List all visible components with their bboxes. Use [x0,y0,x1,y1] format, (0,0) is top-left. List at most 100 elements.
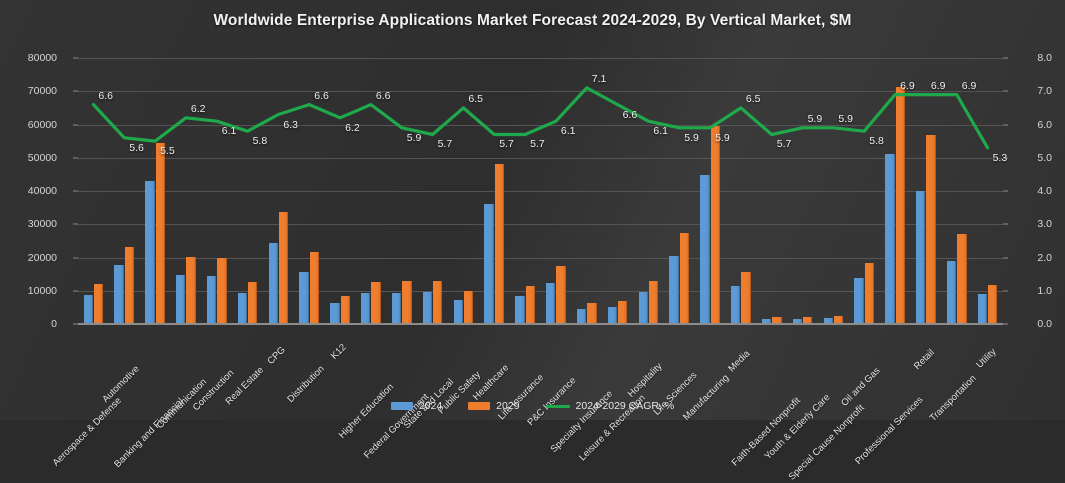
y-axis-left-tickmark [73,223,78,225]
y-axis-right-tickmark [1003,290,1008,292]
y-axis-right-tick-label: 5.0 [1037,151,1052,164]
bar-group [263,58,294,324]
bar-2029 [340,295,350,324]
gridline [78,224,1003,226]
bar-2029 [433,281,443,324]
x-axis-category-label: Transportation [927,373,979,424]
legend-item[interactable]: 2024-2029 CAGR, % [545,400,674,412]
y-axis-right-tick-label: 1.0 [1037,284,1052,297]
bar-2024 [114,264,124,324]
bar-group [695,58,726,324]
cagr-value-label: 5.7 [530,138,545,151]
gridline [78,157,1003,159]
bar-group [386,58,417,324]
y-axis-right-tickmark [1003,223,1008,225]
y-axis-right-tick-label: 7.0 [1037,85,1052,98]
bar-group [510,58,541,324]
y-axis-right-tick-label: 3.0 [1037,218,1052,231]
x-axis-category-label: Special Cause Nonprofit [786,402,868,483]
legend-line-swatch [545,404,570,408]
bar-2024 [176,275,186,324]
y-axis-right-tick-label: 4.0 [1037,185,1052,197]
y-axis-right-tick-label: 0.0 [1037,318,1052,330]
bar-2024 [330,303,340,324]
x-axis-category-label: Utility [973,346,999,371]
bar-2024 [237,293,248,324]
y-axis-right-tickmark [1003,124,1008,125]
cagr-value-label: 6.9 [900,79,915,92]
bar-2029 [371,282,381,324]
bar-2024 [823,318,833,324]
chart-title: Worldwide Enterprise Applications Market… [213,12,852,29]
cagr-value-label: 5.8 [252,135,268,148]
cagr-value-label: 6.6 [622,108,638,121]
bar-group [911,58,942,324]
cagr-value-label: 5.9 [807,112,823,125]
y-axis-left-tick-label: 60000 [27,118,57,131]
cagr-value-label: 5.3 [992,151,1008,164]
y-axis-left-tickmark [73,190,78,192]
bar-2024 [268,242,278,324]
bar-group [941,58,972,324]
cagr-value-label: 5.9 [684,131,699,144]
bar-2024 [946,260,957,324]
y-axis-right-tickmark [1003,90,1008,92]
bar-2029 [957,234,967,324]
y-axis-left-tickmark [73,157,78,159]
y-axis-left-tickmark [73,290,78,292]
bar-group [201,58,232,324]
bar-2024 [700,175,710,324]
y-axis-left-tickmark [73,257,78,258]
legend-item[interactable]: 2024 [390,400,442,412]
bar-2029 [309,252,320,324]
bar-2029 [463,291,474,324]
bar-2024 [885,154,895,324]
bar-2024 [792,318,803,324]
bar-2029 [556,265,566,324]
cagr-value-label: 6.2 [345,121,360,134]
cagr-value-label: 6.5 [745,92,761,105]
cagr-value-label: 5.9 [406,131,422,144]
bar-2029 [186,256,196,324]
bar-2024 [453,299,463,324]
bar-2029 [618,301,628,324]
bar-2024 [731,286,741,324]
cagr-value-label: 5.7 [437,138,453,151]
cagr-value-label: 6.3 [283,118,299,131]
bar-group [633,58,664,324]
bar-2029 [741,272,751,324]
cagr-value-label: 6.9 [961,79,977,92]
x-axis-category-label: Retail [911,347,937,373]
bar-2029 [155,142,165,324]
bar-2029 [864,262,875,324]
bar-2024 [854,278,864,324]
bar-2024 [391,292,402,324]
bar-group [325,58,356,324]
cagr-value-label: 6.5 [468,92,484,105]
y-axis-left-tickmark [73,124,78,125]
bar-group [78,58,109,324]
cagr-value-label: 5.8 [869,135,884,148]
legend-item[interactable]: 2029 [468,400,520,412]
cagr-value-label: 6.6 [375,89,391,102]
y-axis-right-tick-label: 6.0 [1037,118,1052,131]
cagr-value-label: 6.1 [560,125,576,138]
bar-group [232,58,263,324]
bar-2024 [484,203,494,324]
bar-2024 [761,319,772,324]
x-axis-category-label: Distribution [285,363,327,405]
x-axis-category-label: K12 [329,341,349,362]
y-axis-left-tick-label: 40000 [27,185,57,197]
bar-2029 [679,233,690,324]
bar-2029 [217,258,227,324]
bar-2029 [833,316,844,324]
y-axis-left-tick-label: 30000 [27,218,57,231]
legend-bar-swatch [468,402,491,410]
bar-2024 [515,295,525,324]
y-axis-right-tickmark [1003,157,1008,159]
y-axis-left-tickmark [73,323,78,325]
bar-2024 [546,282,556,324]
bar-group [417,58,448,324]
bar-2029 [710,126,720,324]
